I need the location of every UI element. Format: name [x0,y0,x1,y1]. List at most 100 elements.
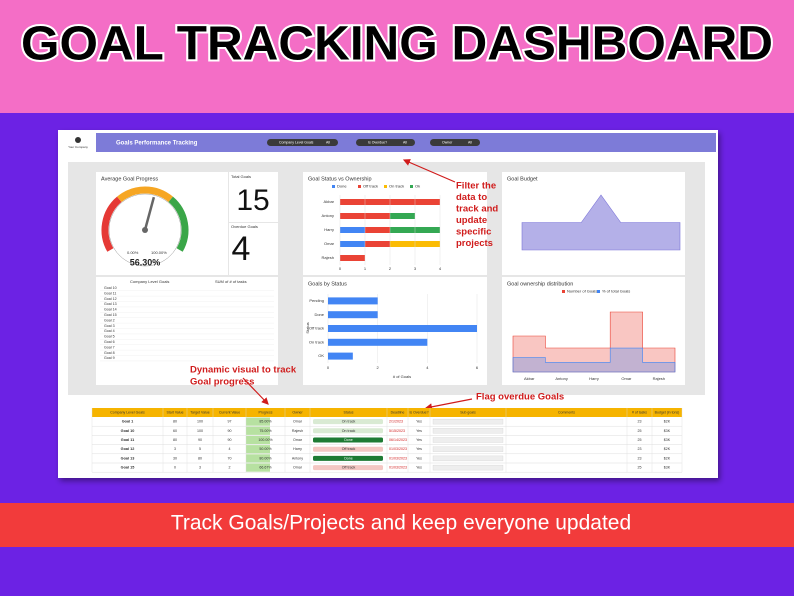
bar [328,297,378,305]
table-cell: $2K [664,456,671,460]
subgoal-dropdown[interactable] [432,437,504,443]
list-header: SUM of # of tasks [215,279,247,284]
x-tick-label: 6 [476,365,479,370]
bar [328,325,477,332]
table-cell: 3 [199,466,201,470]
legend-label: % of total Goals [602,289,630,294]
filter-label: Company Level Goals [279,140,314,144]
y-tick-label: Akbar [324,199,335,204]
annotation: Flag overdue Goals [476,392,564,403]
legend-swatch [562,290,565,293]
legend-label: Done [337,184,347,189]
y-tick-label: Rajesh [322,255,334,260]
table-cell: 25 [638,429,642,433]
list-header: Company Level Goals [130,279,169,284]
filter-pill[interactable] [356,139,415,146]
table-header-cell: Comments [558,410,575,414]
filter-pill[interactable] [267,139,338,146]
bar-segment [365,227,390,233]
subgoal-dropdown[interactable] [432,464,504,471]
list-row: Goal 14 [104,308,117,312]
filter-value: All [326,140,330,144]
legend-label: Number of Goals [567,289,597,294]
status-pill [313,419,383,425]
table-cell: 01/03/2023 [389,447,407,451]
list-row: Goal 11 [104,291,116,295]
table-cell: Antony [292,456,303,460]
x-tick-label: 4 [426,365,429,370]
table-cell: 66.67% [259,466,272,470]
legend-swatch [597,290,600,293]
list-row: Goal 4 [104,329,115,333]
table-cell: Done [344,456,353,460]
table-header-cell: Is Overdue? [409,410,428,414]
gauge-panel [96,172,228,275]
table-cell: 80 [173,420,177,424]
table-header-cell: Owner [292,410,303,414]
top-band [0,0,794,113]
panel-title: Average Goal Progress [101,176,158,182]
table-cell: Goal 13 [121,456,135,460]
table-cell: 90 [198,438,202,442]
table-cell: $2K [664,420,671,424]
gauge-value: 56.30% [130,257,161,267]
bar [328,338,428,346]
subgoal-dropdown[interactable] [432,455,504,462]
legend-label: Off track [363,184,378,189]
table-cell: $3K [664,438,671,442]
panel-title: Goal Status vs Ownership [308,176,372,182]
tagline-band [0,503,794,547]
gauge-arc [117,186,173,203]
legend-swatch [384,185,387,188]
table-cell: 06/14/2023 [389,438,407,442]
table-header-cell: # of tasks [632,410,647,414]
subgoal-dropdown[interactable] [432,418,504,425]
annotation: update [456,215,487,226]
table-cell: 01/03/2023 [389,456,407,460]
table-header-cell: Deadline [391,410,405,414]
table-cell: Yes [416,466,422,470]
progress-cell [246,445,270,454]
table-cell: 30 [173,456,177,460]
y-tick-label: Antony [322,213,334,218]
table-cell: Yes [416,420,422,424]
panel-title: Goal ownership distribution [507,281,573,287]
list-row: Goal 6 [104,340,115,344]
x-tick-label: Akbar [524,376,535,381]
table-cell: Harry [293,447,302,451]
subgoal-dropdown[interactable] [432,446,504,452]
table-cell: 23 [638,456,642,460]
table-cell: 0 [174,466,176,470]
app-title: Goals Performance Tracking [116,141,198,147]
legend-label: Ok [415,184,420,189]
area [521,194,681,251]
table-cell: 80 [173,438,177,442]
panel-title: Goals by Status [308,281,347,287]
filter-pill[interactable] [430,139,480,146]
table-cell: Omar [293,438,303,442]
table-cell: Omar [293,420,303,424]
status-pill [313,437,383,443]
x-tick-label: 1 [364,266,367,271]
annotation: projects [456,238,493,249]
bar [328,352,353,360]
list-row: Goal 9 [104,356,115,360]
table-cell: 70 [228,456,232,460]
x-tick-label: Rajesh [653,376,665,381]
kpi-panel [229,223,278,275]
arrow [424,398,473,411]
subgoal-dropdown[interactable] [432,428,504,434]
table-cell: 80.00% [259,456,272,460]
y-tick-label: Off track [309,326,324,331]
gauge-face [108,193,182,267]
table-cell: Rajesh [292,429,303,433]
table-cell: 23 [638,447,642,451]
x-tick-label: 2 [377,365,380,370]
legend-swatch [358,185,361,188]
progress-cell [246,435,270,445]
status-pill [313,465,383,471]
list-row: Goal 13 [104,302,117,306]
table-cell: 01/03/2023 [389,466,407,470]
